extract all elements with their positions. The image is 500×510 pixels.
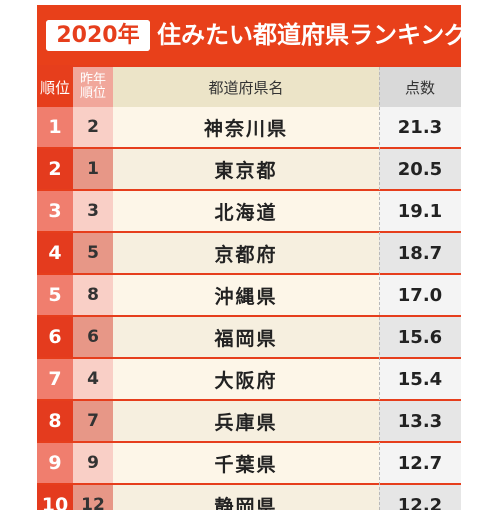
score-cell: 17.0 [379,275,461,315]
prefecture-name-cell: 東京都 [113,149,379,189]
previous-rank-cell: 1 [73,149,113,189]
table-row: 5 8 沖縄県 17.0 [37,275,461,315]
rank-cell: 4 [37,233,73,273]
rank-cell: 7 [37,359,73,399]
score-cell: 18.7 [379,233,461,273]
table-header: 順位 昨年 順位 都道府県名 点数 [37,67,461,107]
year-badge: 2020年 [46,20,150,51]
rank-cell: 2 [37,149,73,189]
prefecture-name-cell: 京都府 [113,233,379,273]
score-cell: 15.6 [379,317,461,357]
rank-cell: 3 [37,191,73,231]
header-score: 点数 [379,67,461,107]
table-row: 6 6 福岡県 15.6 [37,317,461,357]
previous-rank-cell: 12 [73,485,113,510]
table-row: 8 7 兵庫県 13.3 [37,401,461,441]
prefecture-name-cell: 大阪府 [113,359,379,399]
table-row: 4 5 京都府 18.7 [37,233,461,273]
previous-rank-cell: 9 [73,443,113,483]
table-row: 3 3 北海道 19.1 [37,191,461,231]
table-row: 2 1 東京都 20.5 [37,149,461,189]
rank-cell: 9 [37,443,73,483]
previous-rank-cell: 8 [73,275,113,315]
prefecture-name-cell: 千葉県 [113,443,379,483]
prefecture-name-cell: 福岡県 [113,317,379,357]
score-cell: 12.2 [379,485,461,510]
table-row: 9 9 千葉県 12.7 [37,443,461,483]
score-cell: 21.3 [379,107,461,147]
header-previous-rank-line2: 順位 [79,86,106,101]
previous-rank-cell: 6 [73,317,113,357]
score-cell: 20.5 [379,149,461,189]
previous-rank-cell: 3 [73,191,113,231]
table-row: 7 4 大阪府 15.4 [37,359,461,399]
previous-rank-cell: 7 [73,401,113,441]
rank-cell: 5 [37,275,73,315]
header-previous-rank-line1: 昨年 [79,72,106,87]
rank-cell: 8 [37,401,73,441]
previous-rank-cell: 2 [73,107,113,147]
column-divider [379,67,380,510]
prefecture-name-cell: 神奈川県 [113,107,379,147]
prefecture-name-cell: 静岡県 [113,485,379,510]
score-cell: 12.7 [379,443,461,483]
rank-cell: 1 [37,107,73,147]
rank-cell: 10 [37,485,73,510]
previous-rank-cell: 5 [73,233,113,273]
title-bar: 2020年 住みたい都道府県ランキング [37,5,461,65]
header-previous-rank: 昨年 順位 [73,67,113,107]
page-title: 住みたい都道府県ランキング [157,21,461,49]
score-cell: 19.1 [379,191,461,231]
table-row: 1 2 神奈川県 21.3 [37,107,461,147]
prefecture-name-cell: 兵庫県 [113,401,379,441]
previous-rank-cell: 4 [73,359,113,399]
header-rank: 順位 [37,67,73,107]
header-prefecture-name: 都道府県名 [113,67,379,107]
table-row: 10 12 静岡県 12.2 [37,485,461,510]
score-cell: 13.3 [379,401,461,441]
prefecture-name-cell: 沖縄県 [113,275,379,315]
prefecture-name-cell: 北海道 [113,191,379,231]
score-cell: 15.4 [379,359,461,399]
rank-cell: 6 [37,317,73,357]
